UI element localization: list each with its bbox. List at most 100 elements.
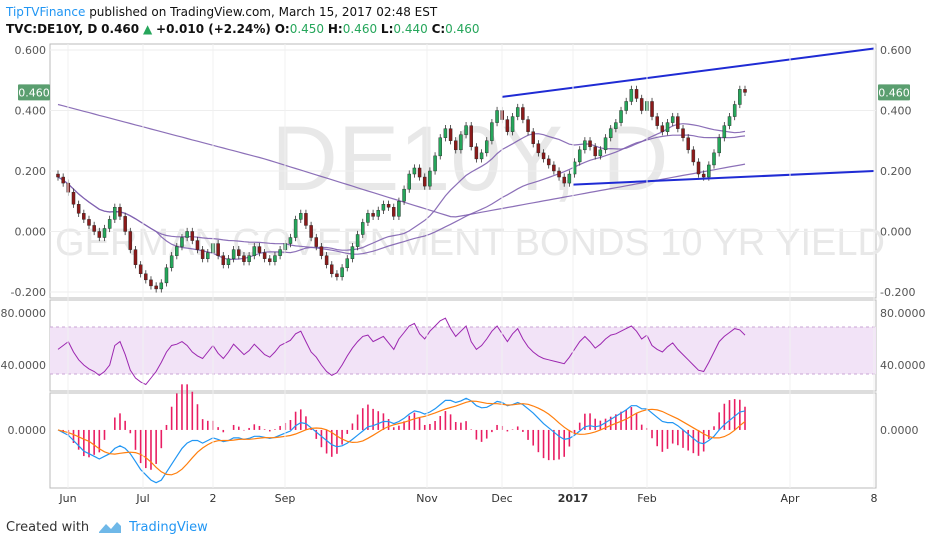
rsi-tick-left: 40.0000 <box>1 359 47 372</box>
low-label: L: <box>380 22 394 36</box>
candle-body <box>619 110 623 123</box>
candle-body <box>608 128 613 138</box>
candle-body <box>123 216 127 232</box>
candle-body <box>407 173 411 190</box>
candle-body <box>552 164 556 172</box>
candle-body <box>438 137 442 157</box>
candle-body <box>665 122 670 132</box>
time-tick-label: 2017 <box>558 492 589 505</box>
time-tick-label: Jul <box>135 492 149 505</box>
candle-body <box>386 204 391 208</box>
created-with-text: Created with <box>6 519 90 535</box>
close-value: 0.460 <box>445 22 480 36</box>
candle-body <box>330 264 334 275</box>
time-tick-label: 8 <box>871 492 878 505</box>
trendline <box>572 170 875 186</box>
symbol-label: TVC:DE10Y, D <box>6 22 98 36</box>
candle-body <box>216 243 220 256</box>
footer: Created with TradingView <box>6 519 208 535</box>
macd-tick-right: 0.0000 <box>880 424 919 437</box>
candle-body <box>521 107 525 120</box>
candle-body <box>190 231 195 241</box>
watermark-symbol: DE10Y, D <box>271 108 668 210</box>
candle-body <box>588 140 592 148</box>
candle-body <box>546 158 551 166</box>
up-arrow-icon: ▲ <box>142 22 153 36</box>
rsi-indicator: 80.0000 80.0000 40.0000 40.0000 <box>1 307 926 386</box>
rsi-tick-right: 80.0000 <box>880 307 926 320</box>
last-price-label-right: 0.460 <box>878 86 910 99</box>
candle-body <box>128 231 133 250</box>
candle-body <box>159 282 164 290</box>
candle-body <box>76 204 81 214</box>
macd-signal-line <box>57 400 746 476</box>
price-tick-right: 0.400 <box>880 105 912 118</box>
candle-body <box>56 173 60 178</box>
candle-body <box>526 119 530 132</box>
candle-body <box>583 140 587 151</box>
candle-body <box>113 207 117 220</box>
candle-body <box>231 249 236 259</box>
candle-body <box>97 231 102 238</box>
tradingview-brand[interactable]: TradingView <box>129 519 208 535</box>
candle-body <box>138 264 143 275</box>
publisher-line: TipTVFinance published on TradingView.co… <box>6 4 480 21</box>
candle-body <box>273 255 277 262</box>
candle-body <box>531 131 535 144</box>
candle-body <box>743 89 747 93</box>
candle-body <box>629 89 634 102</box>
last-price-label-right-bg <box>878 84 910 101</box>
trendlines <box>501 47 875 186</box>
candle-body <box>598 149 603 157</box>
candle-body <box>722 125 727 138</box>
candle-body <box>453 140 458 151</box>
candle-body <box>433 155 437 172</box>
moving-average-line <box>57 123 746 260</box>
candle-body <box>206 252 210 259</box>
candle-body <box>61 176 65 184</box>
candle-body <box>686 137 690 151</box>
candle-body <box>226 258 231 265</box>
candle-body <box>314 237 319 247</box>
candle-body <box>676 116 680 129</box>
candle-body <box>707 164 711 178</box>
candle-body <box>149 279 153 287</box>
candle-body <box>304 213 308 226</box>
ohlc-line: TVC:DE10Y, D 0.460 ▲ +0.010 (+2.24%) O:0… <box>6 21 480 38</box>
candle-body <box>490 122 494 141</box>
candle-body <box>366 213 370 223</box>
publisher-link[interactable]: TipTVFinance <box>6 5 86 19</box>
candle-body <box>464 125 468 135</box>
open-label: O: <box>274 22 290 36</box>
last-price-labels: 0.460 0.460 <box>18 84 910 101</box>
candle-body <box>557 170 561 178</box>
candle-body <box>727 116 732 126</box>
time-tick-label: Jun <box>58 492 76 505</box>
candle-body <box>484 140 489 154</box>
candle-body <box>510 116 515 132</box>
rsi-line <box>57 317 746 386</box>
candle-body <box>505 119 510 132</box>
price-tick-left: 0.400 <box>15 105 47 118</box>
candle-body <box>381 204 386 211</box>
candle-body <box>175 246 179 256</box>
candle-body <box>319 246 324 256</box>
last-price-label-left-bg <box>18 84 50 101</box>
time-tick-label: Nov <box>416 492 438 505</box>
candle-body <box>71 191 76 205</box>
candle-body <box>670 116 675 123</box>
candle-body <box>102 228 107 238</box>
price-tick-left: 0.600 <box>15 44 47 57</box>
candle-body <box>262 252 267 259</box>
candle-body <box>469 125 473 148</box>
candle-body <box>118 207 122 217</box>
time-tick-label: 2 <box>210 492 217 505</box>
watermark-name: GERMAN GOVERNMENT BONDS 10 YR YIELD <box>55 222 885 264</box>
candle-body <box>242 255 246 262</box>
low-value: 0.440 <box>393 22 428 36</box>
candle-body <box>92 225 96 232</box>
candle-body <box>417 167 422 178</box>
macd-tick-left: 0.0000 <box>8 424 47 437</box>
moving-average-line <box>57 134 746 255</box>
